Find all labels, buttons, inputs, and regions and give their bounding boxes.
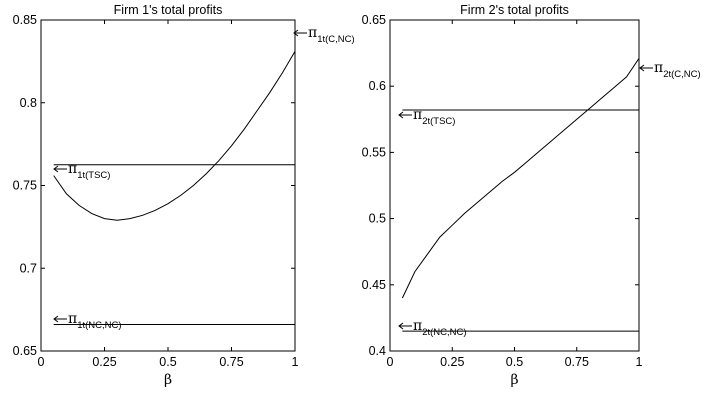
- annotation-label: π1t(TSC): [68, 161, 110, 181]
- x-tick-label: 0.5: [506, 355, 523, 369]
- annotation-subscript: 2t(TSC): [422, 116, 455, 127]
- annotation-arrowhead: [293, 29, 299, 37]
- y-tick-label: 0.55: [362, 145, 386, 159]
- x-tick-label: 0.25: [440, 355, 464, 369]
- x-tick-label: 0.25: [92, 355, 116, 369]
- annotation-arrowhead: [53, 165, 59, 173]
- annotation-symbol: π: [68, 311, 77, 327]
- y-tick-label: 0.8: [20, 96, 37, 110]
- x-tick-label: 0.75: [565, 355, 589, 369]
- annotation-subscript: 1t(C,NC): [317, 34, 354, 45]
- x-tick-label: 0: [38, 355, 45, 369]
- series-line-1: [53, 51, 296, 221]
- y-tick-label: 0.65: [13, 344, 37, 358]
- series-annotation-1: π1t(C,NC): [293, 25, 355, 45]
- axes-frame: [389, 19, 640, 352]
- annotation-subscript: 1t(TSC): [77, 170, 110, 181]
- axes-frame: [40, 19, 296, 352]
- annotation-subscript: 1t(NC,NC): [77, 320, 121, 331]
- y-tick-label: 0.85: [13, 13, 37, 27]
- annotation-arrowhead: [639, 64, 645, 72]
- y-tick-label: 0.75: [13, 179, 37, 193]
- annotation-symbol: π: [654, 60, 663, 76]
- x-axis-label: β: [164, 372, 172, 388]
- chart-title: Firm 1's total profits: [114, 3, 223, 17]
- x-axis-label: β: [510, 372, 518, 388]
- annotation-symbol: π: [308, 25, 317, 41]
- chart-panel-2: Firm 2's total profits 0 0.25 0.5 0.75 1 0.4 0.…: [362, 3, 701, 388]
- series-annotation-1: π2t(C,NC): [639, 60, 701, 80]
- y-tick-label: 0.7: [20, 261, 37, 275]
- series-annotation-3: π2t(NC,NC): [398, 318, 467, 338]
- annotation-arrowhead: [53, 315, 59, 323]
- annotation-subscript: 2t(C,NC): [663, 69, 700, 80]
- series-annotation-2: π1t(TSC): [53, 161, 110, 181]
- x-tick-label: 1: [636, 355, 643, 369]
- annotation-label: π2t(TSC): [413, 107, 455, 127]
- x-tick-label: 0.75: [219, 355, 243, 369]
- x-tick-label: 0.5: [159, 355, 176, 369]
- chart-panel-1: Firm 1's total profits 0 0.25 0.5 0.75 1 0.65 0…: [13, 3, 355, 388]
- series-annotation-2: π2t(TSC): [398, 107, 455, 127]
- series-annotation-3: π1t(NC,NC): [53, 311, 122, 331]
- chart-title: Firm 2's total profits: [460, 3, 569, 17]
- annotation-subscript: 2t(NC,NC): [422, 327, 466, 338]
- x-tick-label: 1: [292, 355, 299, 369]
- y-tick-label: 0.5: [369, 212, 386, 226]
- annotation-label: π2t(NC,NC): [413, 318, 467, 338]
- annotation-symbol: π: [68, 161, 77, 177]
- annotation-symbol: π: [413, 107, 422, 123]
- annotation-label: π1t(C,NC): [308, 25, 355, 45]
- annotation-label: π2t(C,NC): [654, 60, 701, 80]
- y-tick-label: 0.6: [369, 79, 386, 93]
- annotation-arrowhead: [398, 111, 404, 119]
- annotation-symbol: π: [413, 318, 422, 334]
- annotation-label: π1t(NC,NC): [68, 311, 122, 331]
- y-tick-label: 0.4: [369, 344, 386, 358]
- annotation-arrowhead: [398, 322, 404, 330]
- y-tick-label: 0.65: [362, 13, 386, 27]
- series-line-1: [401, 58, 640, 299]
- y-tick-label: 0.45: [362, 278, 386, 292]
- x-tick-label: 0: [387, 355, 394, 369]
